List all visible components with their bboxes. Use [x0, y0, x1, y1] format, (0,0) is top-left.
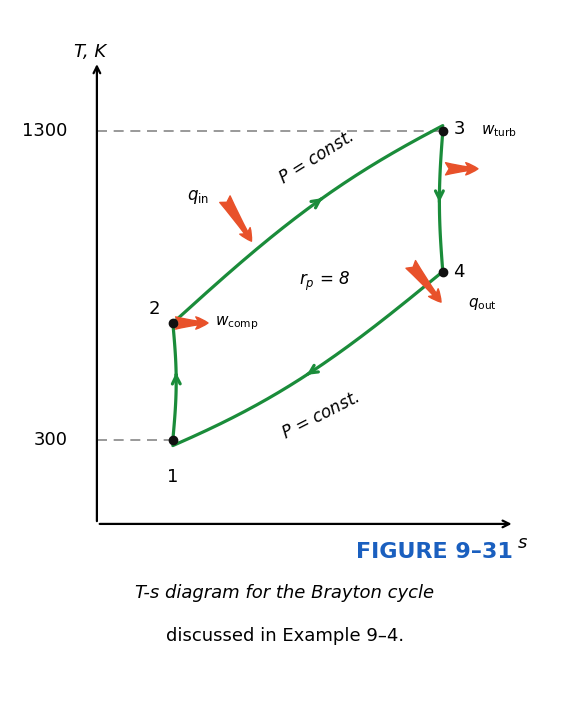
Text: $r_p$ = 8: $r_p$ = 8	[299, 269, 350, 292]
Text: $w_\mathrm{turb}$: $w_\mathrm{turb}$	[481, 124, 517, 139]
Text: 1: 1	[167, 468, 178, 486]
Text: T, K: T, K	[74, 43, 106, 61]
Text: T-s diagram for the Brayton cycle: T-s diagram for the Brayton cycle	[136, 584, 434, 602]
Text: 1300: 1300	[22, 122, 67, 140]
Text: s: s	[518, 534, 528, 552]
Text: 3: 3	[453, 120, 465, 138]
Text: $q_\mathrm{in}$: $q_\mathrm{in}$	[187, 188, 209, 206]
Text: $q_\mathrm{out}$: $q_\mathrm{out}$	[468, 297, 497, 312]
Text: 300: 300	[34, 430, 67, 449]
Text: 4: 4	[453, 263, 465, 280]
Text: $P$ = const.: $P$ = const.	[275, 127, 357, 188]
Text: discussed in Example 9–4.: discussed in Example 9–4.	[166, 627, 404, 644]
Text: $w_\mathrm{comp}$: $w_\mathrm{comp}$	[215, 314, 259, 332]
Text: $P$ = const.: $P$ = const.	[279, 389, 363, 443]
Text: FIGURE 9–31: FIGURE 9–31	[356, 542, 513, 561]
Text: 2: 2	[149, 300, 160, 319]
